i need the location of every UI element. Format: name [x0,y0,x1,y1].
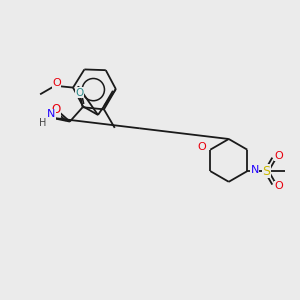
Text: O: O [275,182,284,191]
Text: N: N [47,109,55,119]
Text: S: S [262,165,271,178]
Text: H: H [39,118,46,128]
Text: O: O [275,151,284,161]
Text: O: O [76,88,84,98]
Text: O: O [52,103,61,116]
Text: N: N [250,165,259,175]
Text: O: O [52,78,61,88]
Text: O: O [197,142,206,152]
